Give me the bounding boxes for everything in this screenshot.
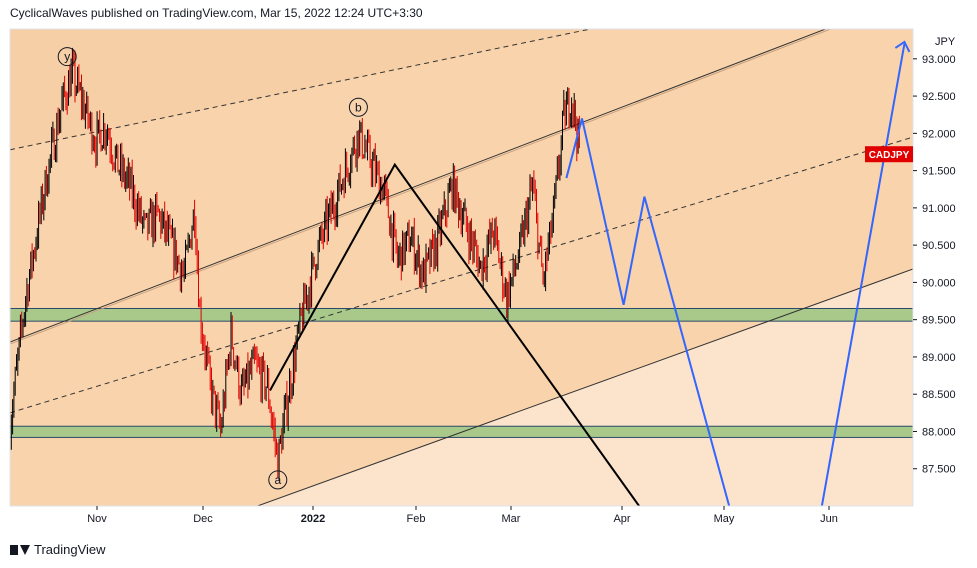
tradingview-logo-icon — [10, 544, 30, 556]
x-tick-label: 2022 — [301, 513, 325, 525]
y-tick-label: 90.500 — [922, 240, 956, 252]
lower-channel-fill — [10, 268, 913, 506]
candles — [10, 47, 580, 482]
y-tick-label: 90.000 — [922, 277, 956, 289]
x-tick-label: Jun — [820, 513, 838, 525]
y-tick-label: 88.000 — [922, 426, 956, 438]
x-tick-label: Dec — [193, 513, 213, 525]
x-tick-label: Feb — [407, 513, 426, 525]
y-tick-label: 91.500 — [922, 166, 956, 178]
y-tick-label: 89.500 — [922, 315, 956, 327]
plot-area: y b a — [10, 29, 913, 506]
y-tick-label: 87.500 — [922, 464, 956, 476]
wave-label-circle-2 — [268, 470, 288, 490]
upper-area — [10, 29, 913, 150]
wave-label-a: a — [274, 473, 281, 487]
channel-fill — [10, 29, 913, 506]
wave-label-circle-1 — [348, 97, 368, 117]
y-tick-label: 92.000 — [922, 128, 956, 140]
y-tick-label: 93.000 — [922, 54, 956, 66]
channel-lower-line — [255, 268, 913, 506]
projection-arrowhead-icon — [894, 40, 911, 53]
x-tick-label: Mar — [502, 513, 521, 525]
wave-label-b: b — [355, 100, 362, 114]
plot-border — [9, 28, 914, 507]
tradingview-footer[interactable]: TradingView — [10, 542, 106, 557]
wave-label-circle-0 — [57, 47, 77, 67]
wave-label-y: y — [64, 50, 70, 64]
channel-mid-dashed — [10, 136, 913, 414]
channel-upper-line — [10, 29, 828, 343]
footer-brand: TradingView — [34, 542, 106, 557]
symbol-label-badge — [865, 146, 913, 163]
x-tick-label: Apr — [613, 513, 630, 525]
x-tick-label: May — [714, 513, 735, 525]
symbol-label: CADJPY — [869, 150, 910, 161]
support-zone-0 — [10, 307, 913, 322]
wave-structure-line-0 — [269, 162, 641, 506]
y-tick-label: 91.000 — [922, 203, 956, 215]
channel-upper-dashed — [10, 29, 593, 151]
currency-label: JPY — [935, 36, 956, 48]
y-tick-label: 88.500 — [922, 389, 956, 401]
projection-path — [565, 43, 906, 506]
channel-upper-line-shadow — [10, 29, 833, 345]
x-tick-label: Nov — [87, 513, 107, 525]
publisher-header: CyclicalWaves published on TradingView.c… — [10, 6, 423, 20]
y-tick-label: 92.500 — [922, 91, 956, 103]
y-tick-label: 89.000 — [922, 352, 956, 364]
